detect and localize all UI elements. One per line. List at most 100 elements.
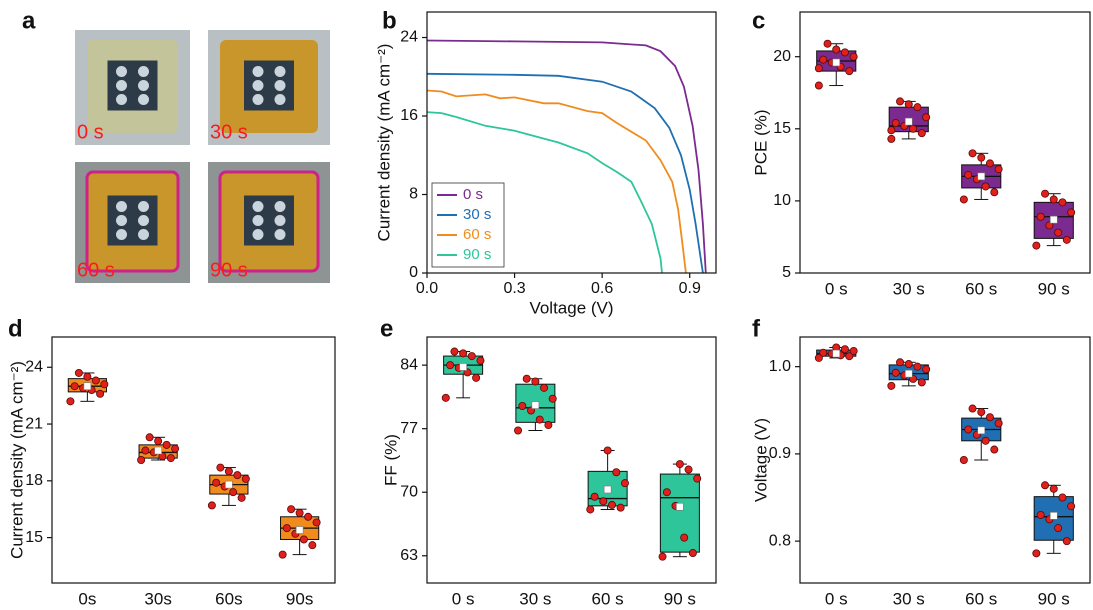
data-point (590, 492, 599, 501)
photo-pixel (252, 201, 264, 212)
y-tick-label: 1.0 (769, 358, 791, 375)
data-point (518, 401, 527, 410)
y-tick-label: 15 (25, 529, 43, 546)
data-point (287, 505, 296, 514)
mean (459, 363, 467, 371)
data-point (1062, 235, 1071, 244)
x-tick-label: 30s (144, 589, 171, 608)
data-point (66, 397, 75, 406)
data-point (1041, 481, 1050, 490)
plot-frame (51, 336, 336, 584)
data-point (83, 372, 92, 381)
data-point (981, 182, 990, 191)
data-point (467, 352, 476, 361)
data-point (74, 368, 83, 377)
photo-label: 60 s (77, 259, 115, 281)
data-point (472, 373, 481, 382)
data-point (693, 474, 702, 483)
photo-pixel (252, 66, 264, 77)
legend-label: 90 s (463, 246, 491, 263)
x-tick-label: 90s (286, 589, 313, 608)
data-point (91, 376, 100, 385)
data-point (1049, 484, 1058, 493)
photo-pixel (138, 66, 149, 77)
data-point (959, 455, 968, 464)
data-point (1067, 502, 1076, 511)
photo-pixel (138, 201, 149, 212)
mean (531, 401, 540, 409)
curve (426, 39, 707, 274)
data-point (922, 365, 931, 374)
mean (676, 502, 684, 511)
data-point (154, 437, 163, 446)
data-point (840, 48, 849, 57)
data-point (917, 129, 926, 138)
photo-cell (107, 60, 158, 111)
data-point (229, 488, 238, 497)
data-point (990, 188, 999, 197)
data-point (891, 368, 900, 377)
panel-letter: c (752, 7, 765, 34)
data-point (295, 508, 304, 517)
x-tick-label: 90 s (1038, 279, 1070, 298)
data-point (548, 394, 557, 403)
y-tick-label: 5 (782, 264, 791, 281)
data-point (522, 374, 531, 383)
data-point (964, 170, 973, 179)
y-tick-label: 16 (400, 107, 418, 124)
data-point (913, 362, 922, 371)
y-tick-label: 24 (400, 29, 418, 46)
data-point (1045, 221, 1054, 230)
data-point (977, 153, 986, 162)
data-point (145, 433, 154, 442)
data-point (1041, 189, 1050, 198)
data-point (304, 512, 313, 521)
x-tick-label: 0 s (825, 279, 848, 298)
data-point (845, 67, 854, 76)
y-tick-label: 10 (773, 192, 791, 209)
photo-pixel (138, 94, 149, 105)
photo-pixel (274, 80, 286, 91)
photo-pixel (274, 201, 286, 212)
data-point (531, 377, 540, 386)
panel-letter: d (8, 315, 23, 342)
photo-pixel (252, 94, 264, 105)
data-point (688, 549, 697, 558)
data-point (1032, 549, 1041, 558)
photo-pixel (274, 229, 286, 240)
photo-pixel (116, 80, 127, 91)
data-point (675, 460, 684, 469)
data-point (308, 541, 317, 550)
data-point (904, 360, 913, 369)
x-tick-label: 90 s (664, 589, 696, 608)
data-point (1067, 208, 1076, 217)
data-point (823, 39, 832, 48)
data-point (658, 552, 667, 561)
mean (977, 172, 986, 181)
mean (295, 526, 304, 534)
data-point (1058, 493, 1067, 502)
x-axis-label: Voltage (V) (529, 298, 613, 317)
data-point (1049, 195, 1058, 204)
data-point (680, 533, 689, 542)
data-point (887, 134, 896, 143)
data-point (137, 455, 146, 464)
data-point (840, 345, 849, 354)
data-point (922, 113, 931, 122)
data-point (233, 471, 242, 480)
mean (1049, 512, 1058, 520)
x-tick-label: 0 s (825, 589, 848, 608)
photo-pixel (252, 80, 264, 91)
curve (426, 111, 663, 274)
legend-label: 60 s (463, 226, 491, 243)
plot-frame (799, 336, 1091, 584)
data-point (299, 535, 308, 544)
data-point (814, 353, 823, 362)
data-point (1054, 524, 1063, 533)
data-point (599, 497, 608, 506)
data-point (544, 421, 553, 430)
data-point (1058, 198, 1067, 207)
photo-pixel (274, 66, 286, 77)
data-point (814, 64, 823, 73)
